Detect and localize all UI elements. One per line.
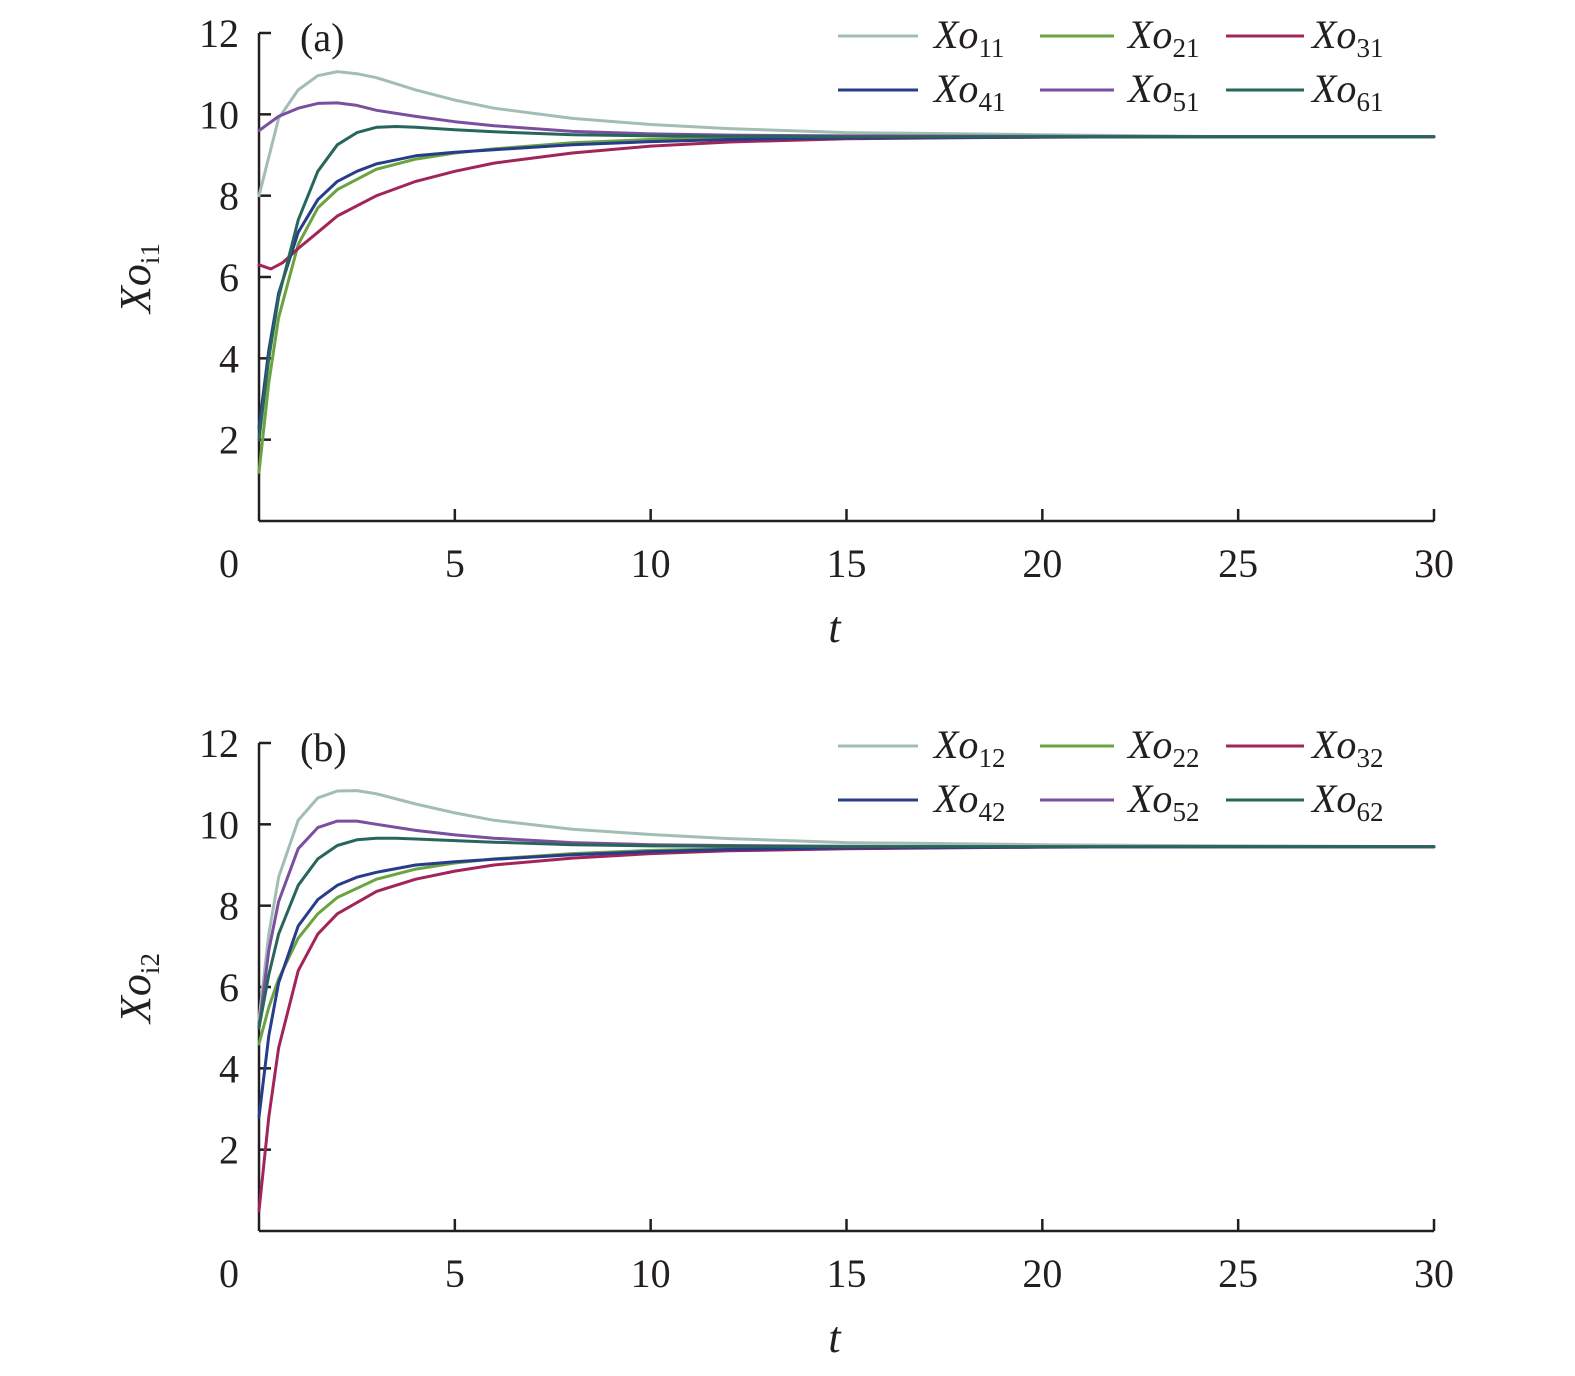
x-axis-label: t bbox=[828, 1313, 842, 1362]
y-tick-label: 6 bbox=[219, 255, 239, 300]
x-tick-label: 25 bbox=[1218, 1251, 1258, 1296]
y-axis-label: Xoi1 bbox=[111, 243, 165, 315]
panel-label: (b) bbox=[300, 725, 347, 770]
y-tick-label: 4 bbox=[219, 336, 239, 381]
x-tick-label: 0 bbox=[219, 1251, 239, 1296]
legend: Xo12 Xo22 Xo32 Xo42 Xo52 Xo62 bbox=[838, 722, 1383, 827]
legend: Xo11 Xo21 Xo31 Xo41 Xo51 Xo61 bbox=[838, 12, 1383, 117]
series-line-xo11 bbox=[257, 70, 1436, 198]
x-tick-label: 20 bbox=[1022, 1251, 1062, 1296]
series-line-xo41 bbox=[257, 135, 1436, 429]
x-tick-label: 15 bbox=[827, 541, 867, 586]
series-line-xo21 bbox=[257, 135, 1436, 474]
series-line-xo52 bbox=[257, 819, 1436, 1030]
legend-label: Xo32 bbox=[1310, 722, 1383, 773]
series-line-xo32 bbox=[257, 845, 1436, 1213]
y-tick-label: 2 bbox=[219, 1128, 239, 1173]
x-tick-label: 10 bbox=[631, 541, 671, 586]
x-tick-label: 20 bbox=[1022, 541, 1062, 586]
legend-label: Xo12 bbox=[932, 722, 1005, 773]
x-tick-label: 5 bbox=[445, 1251, 465, 1296]
y-tick-label: 12 bbox=[199, 721, 239, 766]
x-tick-label: 0 bbox=[219, 541, 239, 586]
x-tick-label: 25 bbox=[1218, 541, 1258, 586]
y-tick-label: 8 bbox=[219, 884, 239, 929]
legend-label: Xo11 bbox=[932, 12, 1004, 63]
legend-label: Xo52 bbox=[1126, 776, 1199, 827]
series-line-xo42 bbox=[257, 845, 1436, 1119]
legend-label: Xo42 bbox=[932, 776, 1005, 827]
x-tick-label: 30 bbox=[1414, 1251, 1454, 1296]
legend-label: Xo22 bbox=[1126, 722, 1199, 773]
series-line-xo61 bbox=[257, 125, 1436, 442]
y-tick-label: 8 bbox=[219, 174, 239, 219]
y-tick-label: 2 bbox=[219, 418, 239, 463]
chart-panel-a: 0 5 10 15 20 25 30 2 4 6 8 10 12 t Xoi1 (a) Xo11 Xo21 Xo31… bbox=[111, 11, 1454, 652]
series-line-xo12 bbox=[257, 789, 1436, 1021]
legend-label: Xo41 bbox=[932, 66, 1005, 117]
legend-label: Xo31 bbox=[1310, 12, 1383, 63]
legend-label: Xo61 bbox=[1310, 66, 1383, 117]
y-tick-label: 12 bbox=[199, 11, 239, 56]
x-tick-label: 15 bbox=[827, 1251, 867, 1296]
x-tick-label: 10 bbox=[631, 1251, 671, 1296]
y-axis-label: Xoi2 bbox=[111, 953, 165, 1025]
legend-label: Xo51 bbox=[1126, 66, 1199, 117]
y-tick-label: 10 bbox=[199, 802, 239, 847]
series-line-xo62 bbox=[257, 836, 1436, 1030]
legend-label: Xo62 bbox=[1310, 776, 1383, 827]
x-tick-label: 5 bbox=[445, 541, 465, 586]
x-tick-label: 30 bbox=[1414, 541, 1454, 586]
y-tick-label: 10 bbox=[199, 92, 239, 137]
x-axis-label: t bbox=[828, 603, 842, 652]
legend-label: Xo21 bbox=[1126, 12, 1199, 63]
chart-panel-b: 0 5 10 15 20 25 30 2 4 6 8 10 12 t Xoi2 (b) Xo12 Xo22 Xo32… bbox=[111, 721, 1454, 1362]
panel-label: (a) bbox=[300, 15, 344, 60]
y-tick-label: 4 bbox=[219, 1046, 239, 1091]
y-tick-label: 6 bbox=[219, 965, 239, 1010]
